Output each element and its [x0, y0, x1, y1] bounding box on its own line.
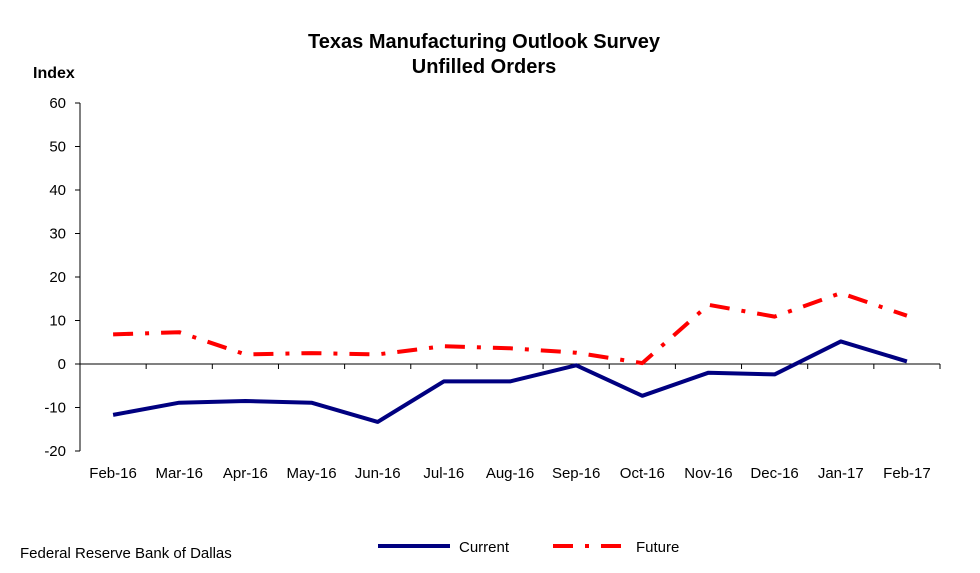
- x-tick-label: Mar-16: [155, 465, 203, 482]
- x-tick-label: Dec-16: [750, 465, 798, 482]
- x-tick-label: Sep-16: [552, 465, 600, 482]
- series-line-future: [113, 291, 908, 366]
- y-tick-label: 60: [49, 95, 66, 112]
- chart-title: Texas Manufacturing Outlook Survey: [308, 31, 661, 53]
- y-tick-label: -20: [44, 443, 66, 460]
- y-tick-label: 40: [49, 182, 66, 199]
- y-tick-label: 10: [49, 313, 66, 330]
- legend-label-future: Future: [636, 539, 679, 556]
- x-tick-label: Nov-16: [684, 465, 732, 482]
- y-tick-label: 20: [49, 269, 66, 286]
- x-tick-label: May-16: [287, 465, 337, 482]
- x-tick-label: Apr-16: [223, 465, 268, 482]
- x-tick-label: Oct-16: [620, 465, 665, 482]
- chart-subtitle: Unfilled Orders: [412, 56, 556, 78]
- y-axis-label: Index: [33, 65, 75, 82]
- axes: -20 -10 0 10 20 30 40 50 60 Feb-16 Mar-16 Apr-16 May…: [44, 95, 941, 482]
- x-tick-label: Jan-17: [818, 465, 864, 482]
- x-tick-label: Feb-16: [89, 465, 137, 482]
- legend: Current Future: [378, 539, 679, 556]
- series-line-current: [112, 339, 908, 424]
- legend-label-current: Current: [459, 539, 510, 556]
- x-tick-label: Feb-17: [883, 465, 931, 482]
- x-tick-label: Jun-16: [355, 465, 401, 482]
- series-layer: [112, 291, 908, 424]
- source-note: Federal Reserve Bank of Dallas: [20, 545, 232, 562]
- x-tick-label: Jul-16: [423, 465, 464, 482]
- y-tick-label: 50: [49, 139, 66, 156]
- y-tick-label: 30: [49, 226, 66, 243]
- y-tick-label: 0: [58, 356, 66, 373]
- y-tick-label: -10: [44, 400, 66, 417]
- x-tick-label: Aug-16: [486, 465, 534, 482]
